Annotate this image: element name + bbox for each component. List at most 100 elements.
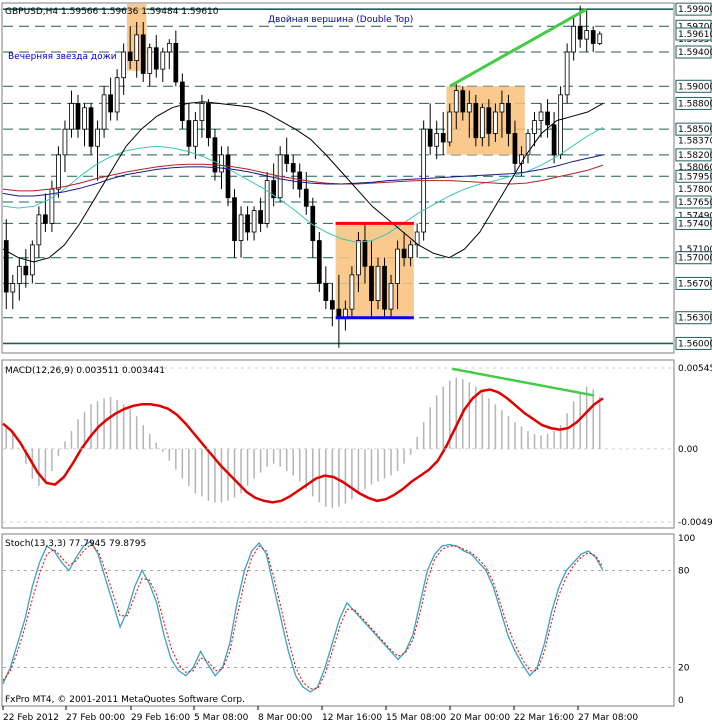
bear-candle bbox=[323, 283, 329, 301]
bull-candle bbox=[29, 244, 35, 276]
price-label: 1.59900 bbox=[678, 5, 712, 15]
stoch-tick-label: 20 bbox=[678, 664, 690, 674]
stoch-main-line bbox=[2, 540, 604, 693]
price-label: 1.56000 bbox=[678, 339, 712, 349]
price-label: 1.58060 bbox=[678, 163, 712, 173]
x-tick-label: 29 Feb 16:00 bbox=[131, 713, 190, 723]
price-label-box bbox=[675, 148, 712, 162]
bull-candle bbox=[466, 103, 472, 113]
bear-candle bbox=[590, 30, 596, 44]
bull-candle bbox=[356, 240, 361, 276]
time-axis: 22 Feb 2012 27 Feb 00:00 29 Feb 16:00 5 Mar… bbox=[2, 706, 638, 723]
bear-candle bbox=[284, 154, 290, 164]
bull-candle bbox=[408, 244, 413, 259]
bear-candle bbox=[140, 34, 146, 74]
bull-candle bbox=[532, 120, 537, 134]
bull-candle bbox=[62, 128, 68, 156]
bull-candle bbox=[101, 94, 107, 130]
bear-candle bbox=[212, 137, 218, 173]
macd-signal bbox=[2, 388, 604, 504]
bear-candle bbox=[382, 265, 387, 310]
bull-candle bbox=[414, 231, 420, 246]
stoch-axis-labels: 100 80 20 0 bbox=[678, 534, 695, 706]
bear-candle bbox=[460, 90, 466, 113]
bear-candle bbox=[577, 25, 583, 40]
bear-candle bbox=[362, 240, 368, 267]
bear-candle bbox=[512, 133, 518, 164]
bull-candle bbox=[447, 111, 453, 143]
stoch-levels bbox=[3, 570, 673, 668]
bull-candle bbox=[597, 33, 603, 44]
price-label: 1.59700 bbox=[678, 22, 712, 32]
bear-candle bbox=[245, 214, 250, 233]
bull-candle bbox=[114, 77, 120, 113]
main-price-chart: 1.599001.595501.597001.596101.594001.590… bbox=[1, 2, 712, 354]
bull-candle bbox=[349, 274, 355, 310]
macd-frame bbox=[1, 359, 675, 529]
bull-candle bbox=[69, 103, 74, 130]
bull-candle bbox=[479, 107, 485, 139]
price-label: 1.58800 bbox=[678, 99, 712, 109]
bull-candle bbox=[160, 51, 166, 70]
price-label-box bbox=[675, 27, 712, 41]
bear-candle bbox=[427, 128, 433, 147]
stoch-signal-line bbox=[2, 543, 604, 690]
bear-candle bbox=[88, 107, 94, 147]
bull-candle bbox=[395, 248, 400, 284]
ma-fast-line bbox=[2, 101, 604, 263]
bear-candle bbox=[290, 163, 296, 173]
stoch-tick-label: 100 bbox=[678, 534, 695, 544]
bear-candle bbox=[440, 133, 446, 143]
x-tick-label: 8 Mar 00:00 bbox=[258, 713, 313, 723]
price-label: 1.57100 bbox=[678, 245, 712, 255]
bear-candle bbox=[271, 180, 277, 199]
bull-candle bbox=[564, 51, 570, 96]
bull-candle bbox=[584, 30, 590, 40]
price-label: 1.56300 bbox=[678, 314, 712, 324]
bear-candle bbox=[179, 81, 185, 121]
price-label: 1.57650 bbox=[678, 198, 712, 208]
bear-candle bbox=[369, 265, 374, 301]
price-label: 1.57950 bbox=[678, 172, 712, 182]
bull-candle bbox=[375, 265, 381, 301]
x-tick-label: 27 Feb 00:00 bbox=[66, 713, 125, 723]
stochastic-panel: 100 80 20 0 Stoch(13,3,3) 77.7945 79.8795 F… bbox=[1, 533, 695, 707]
bull-candle bbox=[571, 25, 577, 53]
x-tick-label: 12 Mar 16:00 bbox=[322, 713, 382, 723]
stoch-title: Stoch(13,3,3) 77.7945 79.8795 bbox=[5, 539, 146, 549]
bull-candle bbox=[238, 214, 244, 241]
price-label-box bbox=[675, 311, 712, 325]
bull-candle bbox=[538, 111, 544, 121]
price-label: 1.59610 bbox=[678, 30, 712, 40]
bear-candle bbox=[186, 120, 192, 147]
flag-box bbox=[446, 86, 525, 155]
x-tick-label: 22 Mar 16:00 bbox=[514, 713, 574, 723]
price-label-box bbox=[675, 216, 712, 230]
bear-candle bbox=[473, 103, 479, 139]
symbol-header: GBPUSD,H4 1.59566 1.59636 1.59484 1.5961… bbox=[5, 7, 219, 17]
bear-candle bbox=[329, 300, 335, 310]
x-tick-label: 15 Mar 08:00 bbox=[386, 713, 446, 723]
macd-signal-line bbox=[2, 388, 604, 504]
bear-candle bbox=[23, 265, 29, 276]
macd-divergence bbox=[451, 367, 595, 397]
bull-candle bbox=[10, 283, 16, 293]
bull-candle bbox=[453, 90, 459, 113]
stoch-lines bbox=[2, 540, 604, 693]
bull-candle bbox=[199, 103, 205, 121]
stoch-frame bbox=[1, 533, 675, 707]
macd-divergence-line bbox=[451, 367, 595, 397]
macd-title: MACD(12,26,9) 0.003511 0.003441 bbox=[5, 366, 165, 376]
macd-tick-label: -0.00493 bbox=[678, 518, 712, 528]
bear-candle bbox=[232, 197, 237, 241]
macd-axis-labels: 0.00545 0.00 -0.00493 bbox=[3, 364, 712, 528]
bull-candle bbox=[499, 103, 505, 113]
stoch-tick-label: 80 bbox=[678, 566, 690, 576]
price-label: 1.57800 bbox=[678, 185, 712, 195]
price-label: 1.57000 bbox=[678, 254, 712, 264]
macd-tick-label: 0.00 bbox=[678, 445, 698, 455]
bull-candle bbox=[36, 214, 42, 246]
bull-candle bbox=[525, 133, 531, 156]
price-label-box bbox=[675, 276, 712, 290]
price-label-box bbox=[675, 79, 712, 93]
